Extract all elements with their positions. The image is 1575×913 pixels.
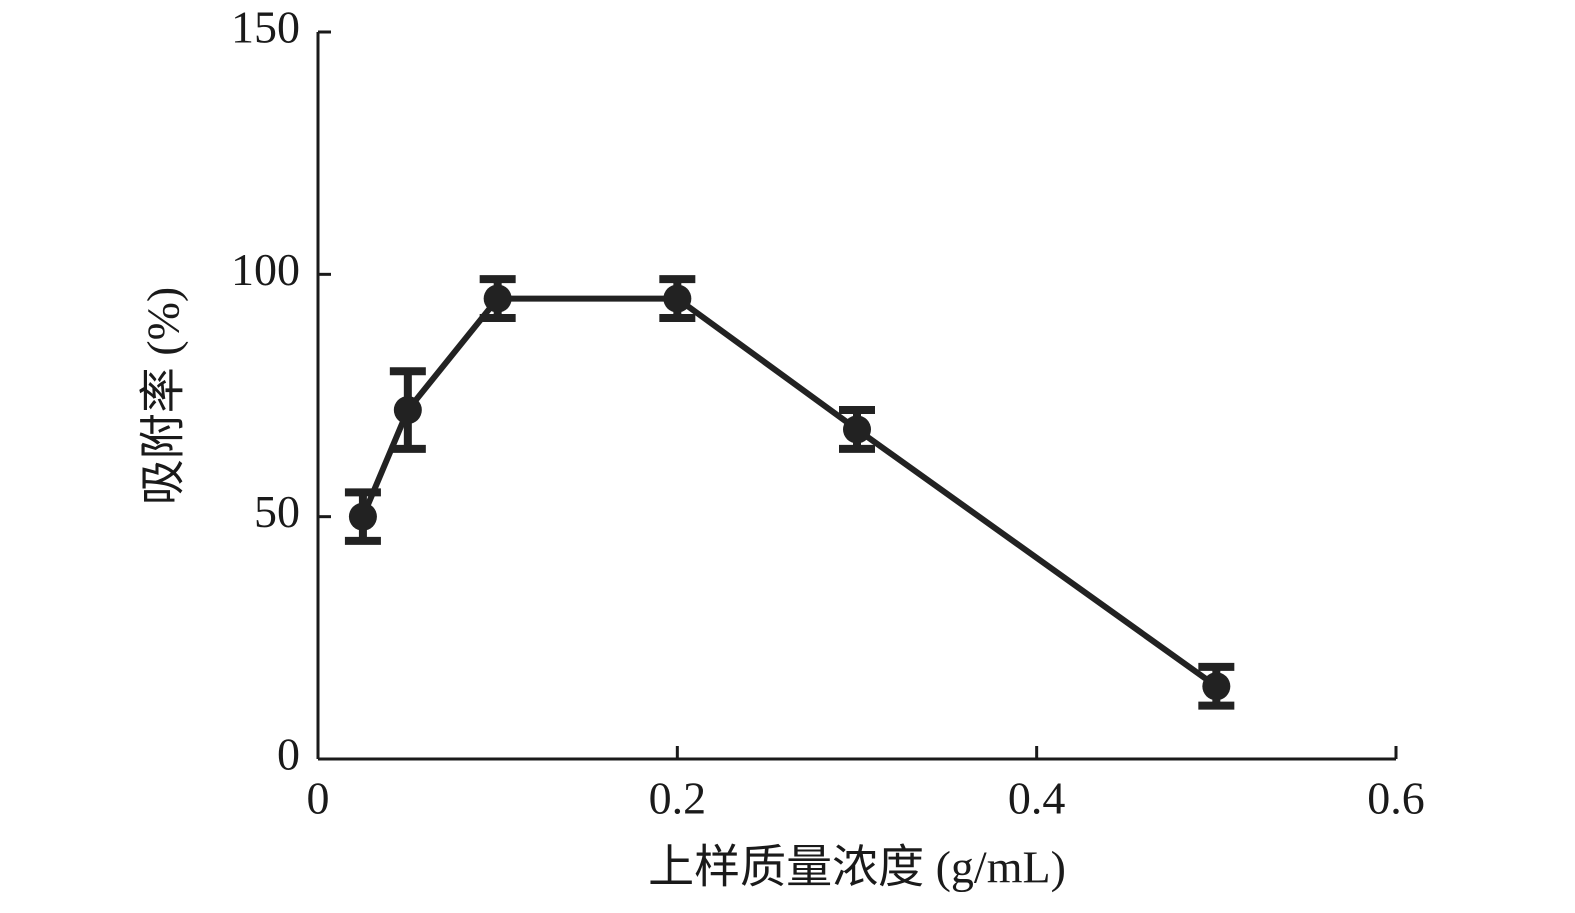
y-tick-label: 50 [254,486,300,537]
marker [393,396,422,425]
marker [663,284,692,313]
x-axis-label: 上样质量浓度 (g/mL) [648,842,1066,893]
marker [843,415,871,444]
y-tick-label: 0 [277,729,300,780]
x-tick-label: 0.2 [649,773,707,824]
marker [348,502,377,531]
marker [483,284,512,313]
marker [1202,672,1231,701]
y-tick-label: 150 [231,2,300,53]
x-tick-label: 0 [307,773,330,824]
y-axis-label: 吸附率 (%) [138,287,189,505]
x-tick-label: 0.4 [1008,773,1066,824]
y-tick-label: 100 [231,244,300,295]
x-tick-label: 0.6 [1367,773,1425,824]
line [360,295,1219,689]
